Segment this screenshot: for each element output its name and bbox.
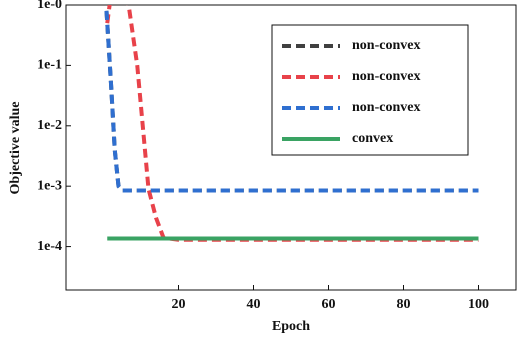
legend-label: non-convex [352, 38, 420, 53]
y-tick-label: 1e-3 [37, 178, 62, 193]
plot-area [104, 5, 479, 242]
legend-label: convex [352, 131, 393, 146]
y-tick-label: 1e-2 [37, 118, 62, 133]
x-tick-label: 100 [468, 297, 489, 312]
x-tick-label: 40 [247, 297, 261, 312]
y-tick-label: 1e-0 [37, 0, 62, 12]
y-tick-label: 1e-1 [37, 58, 62, 73]
x-tick-label: 60 [322, 297, 336, 312]
legend-label: non-convex [352, 69, 420, 84]
x-axis-label: Epoch [272, 319, 310, 334]
y-axis-label: Objective value [8, 102, 23, 195]
y-tick-label: 1e-4 [37, 239, 62, 254]
x-tick-label: 20 [172, 297, 186, 312]
x-tick-label: 80 [397, 297, 411, 312]
series-line [104, 10, 479, 193]
plot-frame [65, 4, 517, 291]
legend-label: non-convex [352, 100, 420, 115]
